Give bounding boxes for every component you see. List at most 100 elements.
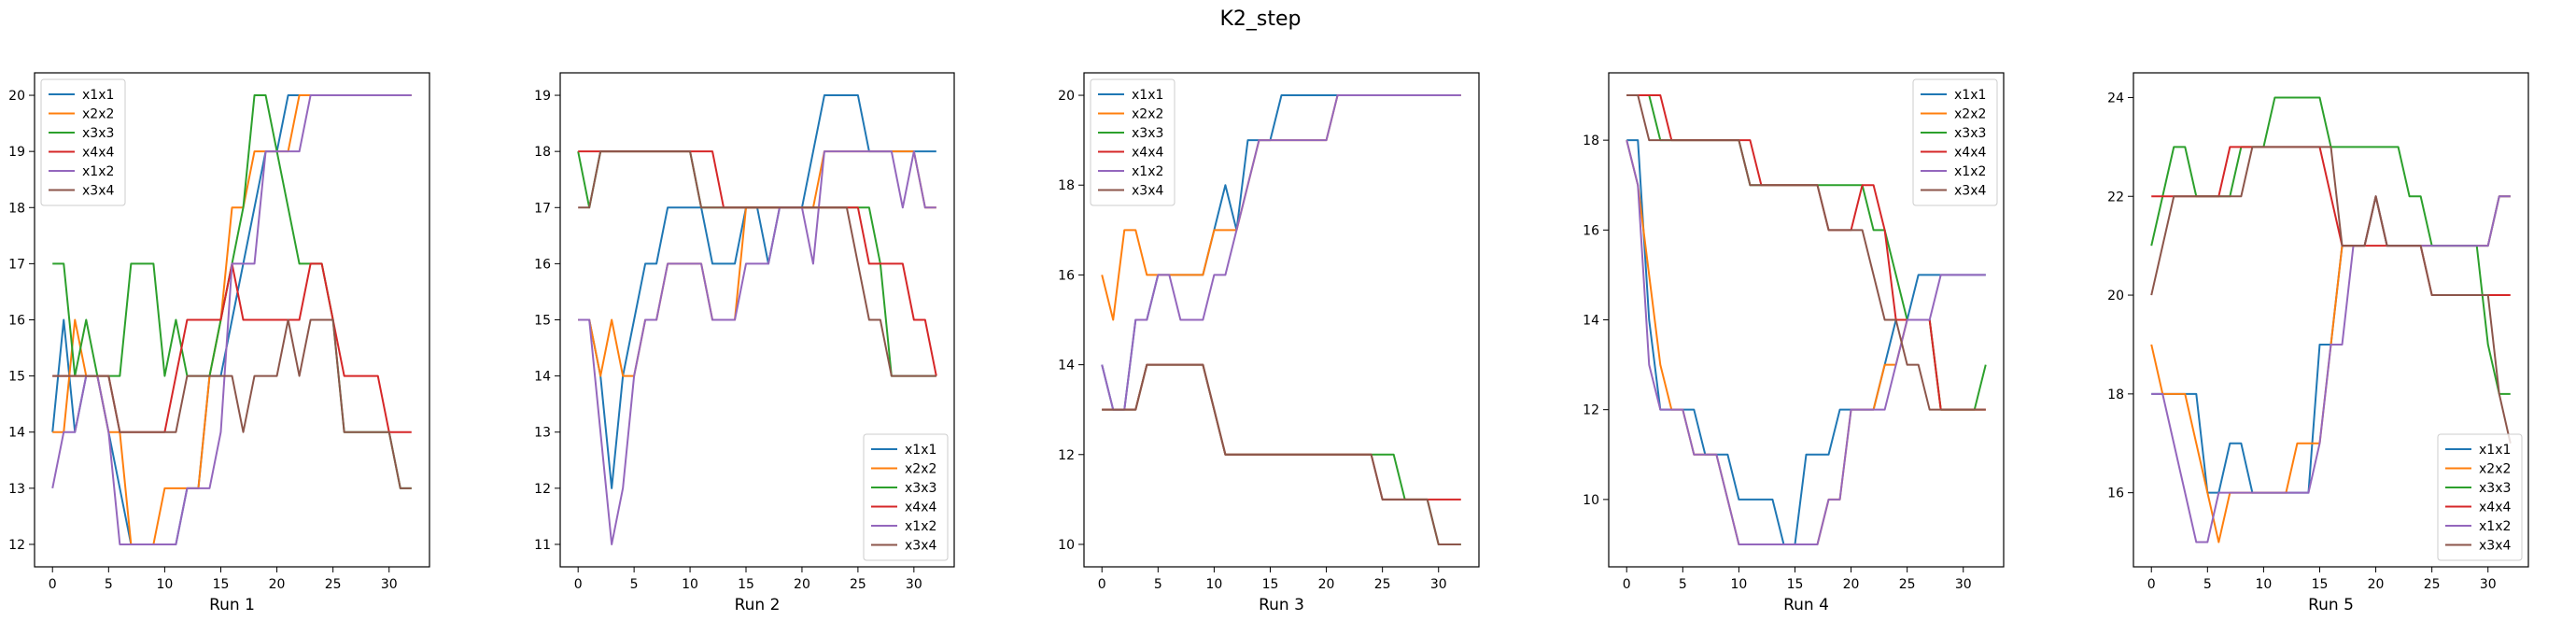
y-tick-label: 15 <box>8 370 25 385</box>
legend-label: x2x2 <box>905 462 936 477</box>
y-tick-label: 10 <box>1583 493 1599 508</box>
legend-label: x2x2 <box>1132 107 1163 122</box>
series-line-x1x2 <box>51 94 412 545</box>
legend-label: x3x4 <box>1954 184 1986 199</box>
x-tick-label: 30 <box>906 577 922 592</box>
y-tick-label: 13 <box>8 482 25 497</box>
legend-label: x2x2 <box>2479 462 2511 477</box>
y-tick-label: 12 <box>1583 403 1599 418</box>
x-tick-label: 30 <box>1955 577 1972 592</box>
x-tick-label: 20 <box>1843 577 1860 592</box>
x-axis-label: Run 4 <box>1783 596 1829 614</box>
y-tick-label: 15 <box>534 314 551 329</box>
legend-label: x4x4 <box>2479 501 2511 515</box>
y-tick-label: 19 <box>8 145 25 160</box>
legend-box <box>2437 433 2523 561</box>
x-tick-label: 30 <box>2480 577 2497 592</box>
legend-label: x4x4 <box>1132 146 1163 161</box>
legend-label: x2x2 <box>82 107 114 122</box>
legend: x1x1 x2x2 x3x3 x4x4 x1x2 x3x4 <box>40 78 126 206</box>
legend-label: x4x4 <box>905 501 936 515</box>
y-tick-label: 18 <box>534 145 551 160</box>
legend-label: x1x1 <box>1954 88 1986 103</box>
y-tick-label: 14 <box>534 370 551 385</box>
x-tick-label: 10 <box>682 577 698 592</box>
y-tick-label: 14 <box>8 426 25 441</box>
y-tick-label: 14 <box>1583 314 1599 329</box>
x-tick-label: 15 <box>738 577 754 592</box>
series-line-x3x4 <box>2150 146 2512 444</box>
chart-panel-3: 0 5 10 15 20 25 30 10 12 14 16 18 20 Run 3 x1x1 x2x2 x3x… <box>1058 72 1480 614</box>
legend-label: x1x2 <box>1954 164 1986 179</box>
x-axis-label: Run 5 <box>2308 596 2354 614</box>
series-line-x4x4 <box>2151 146 2511 297</box>
y-tick-label: 22 <box>2107 190 2124 205</box>
y-tick-label: 17 <box>8 257 25 272</box>
y-tick-label: 16 <box>2107 487 2124 501</box>
y-tick-label: 18 <box>1058 178 1075 193</box>
x-tick-label: 5 <box>630 577 639 592</box>
x-tick-label: 5 <box>1154 577 1162 592</box>
y-tick-label: 16 <box>8 314 25 329</box>
series-line-x4x4 <box>1102 363 1461 501</box>
x-axis-label: Run 3 <box>1259 596 1304 614</box>
series-line-x3x4 <box>52 318 412 489</box>
x-tick-label: 15 <box>1787 577 1804 592</box>
series-line-x1x2 <box>2151 195 2511 543</box>
y-tick-label: 18 <box>2107 388 2124 402</box>
x-tick-label: 15 <box>2312 577 2329 592</box>
x-tick-label: 25 <box>1374 577 1391 592</box>
legend: x1x1 x2x2 x3x3 x4x4 x1x2 x3x4 <box>863 433 949 561</box>
x-tick-label: 5 <box>105 577 113 592</box>
x-tick-label: 5 <box>2203 577 2212 592</box>
series-line-x3x4 <box>578 150 936 377</box>
x-tick-label: 15 <box>1262 577 1279 592</box>
x-tick-label: 25 <box>1899 577 1916 592</box>
x-tick-label: 20 <box>1318 577 1335 592</box>
legend-label: x3x3 <box>1132 126 1163 141</box>
legend-label: x1x2 <box>82 164 114 179</box>
y-tick-label: 16 <box>1583 223 1599 238</box>
legend: x1x1 x2x2 x3x3 x4x4 x1x2 x3x4 <box>2437 433 2523 561</box>
x-tick-label: 25 <box>325 577 342 592</box>
y-tick-label: 24 <box>2107 91 2124 106</box>
y-tick-label: 14 <box>1058 359 1075 374</box>
x-axis-label: Run 2 <box>735 596 781 614</box>
x-tick-label: 15 <box>213 577 230 592</box>
x-tick-label: 10 <box>156 577 173 592</box>
legend-label: x1x2 <box>1132 164 1163 179</box>
legend-label: x1x2 <box>905 519 936 534</box>
y-tick-label: 12 <box>8 538 25 553</box>
series-line-x4x4 <box>52 262 412 433</box>
legend-label: x3x4 <box>905 539 936 554</box>
x-tick-label: 0 <box>1623 577 1631 592</box>
y-tick-label: 16 <box>1058 268 1075 283</box>
y-tick-label: 13 <box>534 426 551 441</box>
x-tick-label: 25 <box>850 577 866 592</box>
x-tick-label: 0 <box>574 577 583 592</box>
y-tick-label: 12 <box>534 482 551 497</box>
legend-label: x1x1 <box>1132 88 1163 103</box>
legend-label: x3x3 <box>82 126 114 141</box>
x-tick-label: 10 <box>1205 577 1222 592</box>
x-tick-label: 20 <box>2368 577 2385 592</box>
legend-label: x2x2 <box>1954 107 1986 122</box>
legend-label: x3x3 <box>2479 481 2511 496</box>
axes-frame <box>1083 72 1480 568</box>
legend: x1x1 x2x2 x3x3 x4x4 x1x2 x3x4 <box>1090 78 1175 206</box>
figure-title: K2_step <box>1219 7 1301 31</box>
series-line-x1x1 <box>1626 139 1986 545</box>
series-line-x1x2 <box>1626 139 1986 545</box>
x-tick-label: 30 <box>381 577 398 592</box>
y-tick-label: 18 <box>1583 134 1599 148</box>
legend-label: x3x3 <box>1954 126 1986 141</box>
x-tick-label: 20 <box>269 577 286 592</box>
y-tick-label: 11 <box>534 538 551 553</box>
x-tick-label: 0 <box>2147 577 2156 592</box>
y-tick-label: 12 <box>1058 448 1075 463</box>
x-tick-label: 10 <box>1730 577 1747 592</box>
y-tick-label: 10 <box>1058 538 1075 553</box>
